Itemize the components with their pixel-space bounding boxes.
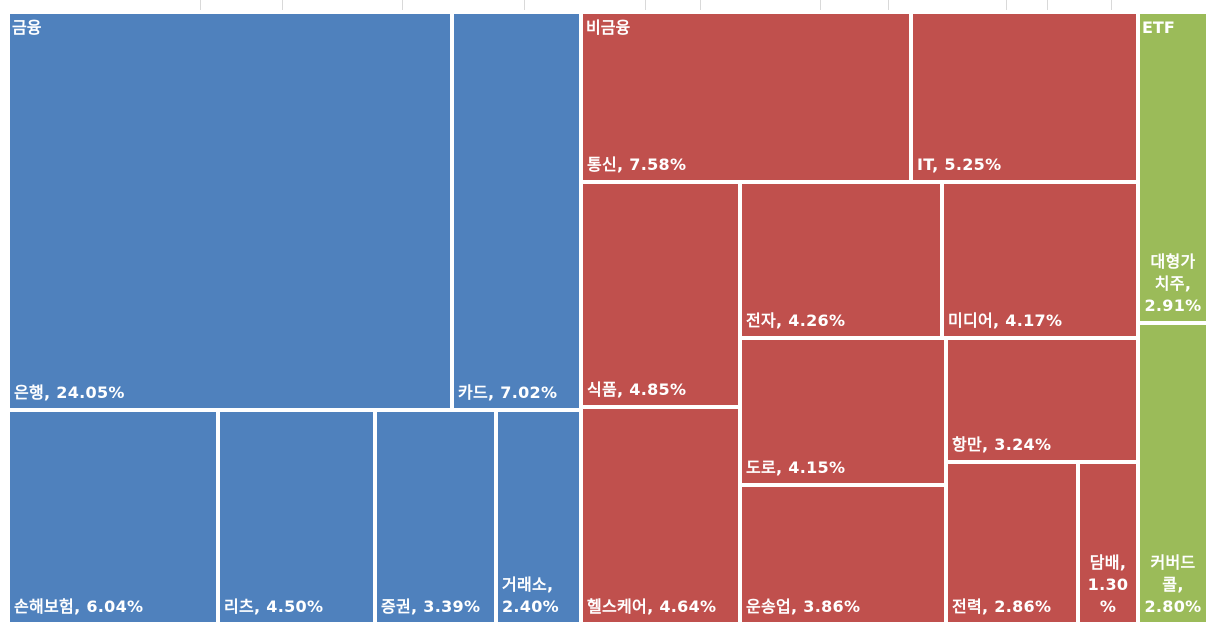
sheet-gridline <box>402 0 403 10</box>
treemap-tile-운송업[interactable]: 운송업, 3.86% <box>740 485 946 624</box>
treemap-tile-대형가치주[interactable]: 대형가 치주, 2.91% <box>1138 12 1208 323</box>
treemap-tile-label: 항만, 3.24% <box>952 435 1052 454</box>
sheet-gridline <box>524 0 525 10</box>
treemap-tile-label: 전자, 4.26% <box>746 311 846 330</box>
sheet-gridline <box>700 0 701 10</box>
treemap-tile-전력[interactable]: 전력, 2.86% <box>946 462 1078 624</box>
treemap-tile-label: IT, 5.25% <box>917 155 1002 174</box>
treemap-tile-거래소[interactable]: 거래소, 2.40% <box>496 410 581 624</box>
treemap-chart[interactable]: 은행, 24.05% 카드, 7.02% 손해보험, 6.04% 리츠, 4.50% 증… <box>8 12 1208 624</box>
treemap-tile-label: 통신, 7.58% <box>587 155 687 174</box>
treemap-tile-label: 거래소, 2.40% <box>502 575 560 616</box>
treemap-tile-label: 식품, 4.85% <box>587 380 687 399</box>
treemap-tile-label: 대형가 치주, 2.91% <box>1144 252 1202 315</box>
treemap-group-title-0: 금융 <box>12 18 42 37</box>
treemap-group-title-1: 비금융 <box>586 18 631 37</box>
sheet-gridline <box>1047 0 1048 10</box>
treemap-tile-리츠[interactable]: 리츠, 4.50% <box>218 410 375 624</box>
treemap-tile-통신[interactable]: 통신, 7.58% <box>581 12 911 182</box>
sheet-gridline <box>282 0 283 10</box>
treemap-tile-label: 헬스케어, 4.64% <box>587 597 717 616</box>
sheet-gridline <box>200 0 201 10</box>
treemap-tile-label: 도로, 4.15% <box>746 458 846 477</box>
treemap-tile-은행[interactable]: 은행, 24.05% <box>8 12 452 410</box>
treemap-tile-손해보험[interactable]: 손해보험, 6.04% <box>8 410 218 624</box>
treemap-tile-미디어[interactable]: 미디어, 4.17% <box>942 182 1138 338</box>
treemap-tile-커버드콜[interactable]: 커버드 콜, 2.80% <box>1138 323 1208 624</box>
treemap-tile-헬스케어[interactable]: 헬스케어, 4.64% <box>581 407 740 624</box>
treemap-tile-label: 손해보험, 6.04% <box>14 597 144 616</box>
treemap-tile-항만[interactable]: 항만, 3.24% <box>946 338 1138 462</box>
treemap-tile-IT[interactable]: IT, 5.25% <box>911 12 1138 182</box>
treemap-tile-도로[interactable]: 도로, 4.15% <box>740 338 946 485</box>
treemap-tile-전자[interactable]: 전자, 4.26% <box>740 182 942 338</box>
treemap-tile-증권[interactable]: 증권, 3.39% <box>375 410 496 624</box>
treemap-tile-식품[interactable]: 식품, 4.85% <box>581 182 740 407</box>
treemap-tile-label: 운송업, 3.86% <box>746 597 861 616</box>
treemap-tile-label: 은행, 24.05% <box>14 383 125 402</box>
treemap-tile-label: 카드, 7.02% <box>458 383 558 402</box>
treemap-tile-카드[interactable]: 카드, 7.02% <box>452 12 581 410</box>
treemap-tile-label: 커버드 콜, 2.80% <box>1144 553 1202 616</box>
treemap-tile-담배[interactable]: 담배, 1.30% <box>1078 462 1138 624</box>
treemap-tile-label: 담배, 1.30% <box>1087 553 1129 616</box>
sheet-gridline <box>645 0 646 10</box>
treemap-tile-label: 리츠, 4.50% <box>224 597 324 616</box>
treemap-tile-label: 증권, 3.39% <box>381 597 481 616</box>
sheet-gridline <box>1111 0 1112 10</box>
sheet-gridline <box>820 0 821 10</box>
treemap-group-title-2: ETF <box>1142 18 1175 37</box>
treemap-tile-label: 전력, 2.86% <box>952 597 1052 616</box>
sheet-gridline <box>888 0 889 10</box>
treemap-tile-label: 미디어, 4.17% <box>948 311 1063 330</box>
sheet-gridline <box>1006 0 1007 10</box>
